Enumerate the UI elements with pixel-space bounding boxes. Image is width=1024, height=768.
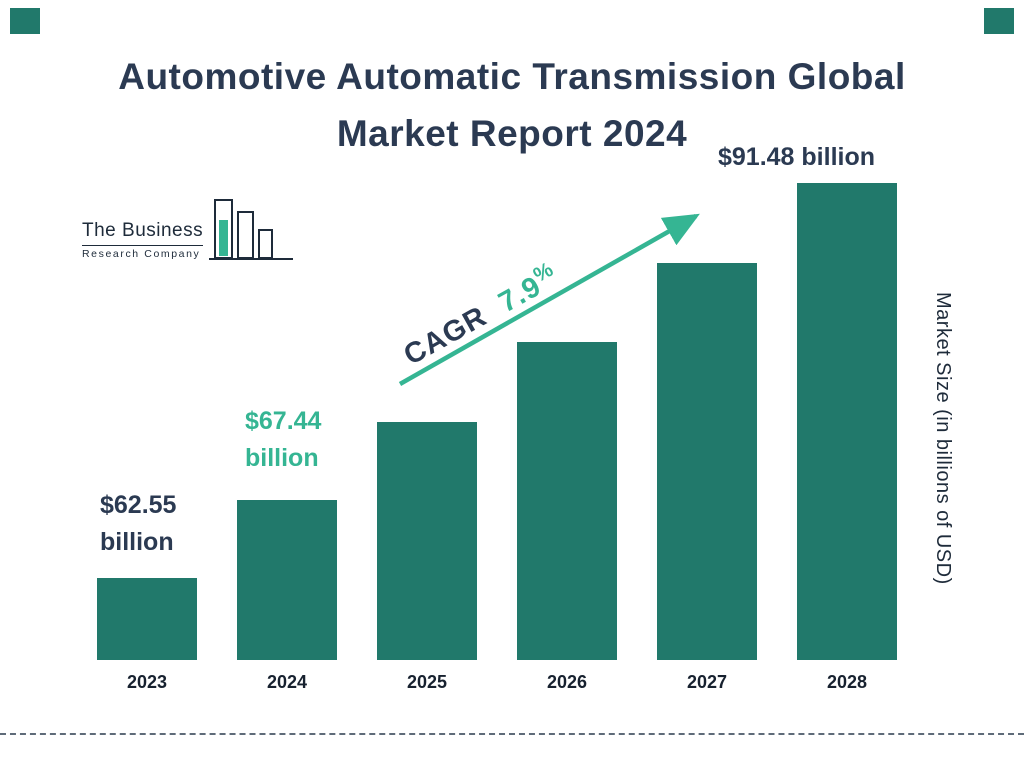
bar-2023 [97,578,197,660]
page-title-line2: Market Report 2024 [336,113,688,154]
bar-col-2024: 2024 [237,500,337,695]
value-label-2024-unit: billion [245,444,319,472]
bar-col-2027: 2027 [657,263,757,695]
bar-col-2023: 2023 [97,578,197,695]
value-label-2023: $62.55 billion [100,487,176,561]
bottom-dashed-divider [0,733,1024,735]
bar-col-2028: 2028 [797,183,897,695]
bar-col-2025: 2025 [377,422,477,695]
corner-accent-top-left [10,8,40,34]
logo-subtitle: Research Company [82,245,204,260]
x-tick-2024: 2024 [266,672,308,692]
bar-2026 [517,342,617,660]
bar-2024 [237,500,337,660]
y-axis-label: Market Size (in billions of USD) [932,292,954,585]
company-logo: The Business Research Company [82,198,294,262]
logo-bar-chart-icon [209,199,294,260]
value-label-2028: $91.48 billion [718,143,876,171]
bar-2028 [797,183,897,660]
page-title: Automotive Automatic Transmission Global… [0,48,1024,162]
value-label-2023-unit: billion [100,528,174,556]
logo-name: The Business [82,220,204,241]
bar-col-2026: 2026 [517,342,617,695]
x-tick-2023: 2023 [126,672,168,692]
x-tick-2028: 2028 [826,672,868,692]
corner-accent-top-right [984,8,1014,34]
bar-2027 [657,263,757,660]
bar-chart: 2023 2024 2025 2026 2027 2028 [97,183,897,695]
page-title-line1: Automotive Automatic Transmission Global [118,56,906,97]
x-tick-2025: 2025 [406,672,448,692]
x-tick-2026: 2026 [546,672,588,692]
value-label-2023-amount: $62.55 [100,491,177,519]
value-label-2024: $67.44 billion [245,403,321,477]
value-label-2024-amount: $67.44 [245,407,322,435]
x-tick-2027: 2027 [686,672,728,692]
bar-2025 [377,422,477,660]
